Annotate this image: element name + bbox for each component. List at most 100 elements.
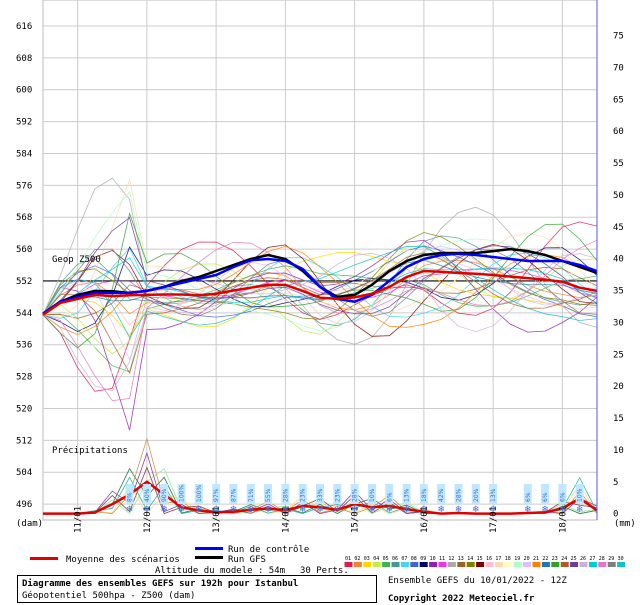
right-tick-label: 10 [613, 446, 624, 456]
snowflake-icon: ❄ [334, 505, 342, 515]
pert-swatch [382, 562, 391, 567]
member-line [42, 244, 598, 355]
copyright: Copyright 2022 Meteociel.fr [388, 593, 535, 604]
snow-prob-label: 90% [161, 488, 168, 502]
member-line [42, 268, 598, 316]
left-tick-label: 512 [16, 436, 32, 446]
pert-number: 10 [430, 556, 436, 562]
pert-swatch [400, 562, 409, 567]
snowflake-icon: ❄ [299, 505, 307, 515]
precipitation-lines [43, 437, 598, 515]
snow-prob-box [350, 484, 359, 504]
ensemble-members [42, 177, 598, 431]
snowflake-icon: ❄ [143, 505, 151, 515]
pert-swatch [588, 562, 597, 567]
snow-prob-box [419, 484, 428, 504]
pert-number: 06 [392, 556, 398, 562]
pert-swatch [476, 562, 485, 567]
series-line [42, 252, 598, 315]
snow-prob-label: 100% [196, 485, 203, 502]
pert-swatch [598, 562, 607, 567]
perts-label: 30 Perts. [300, 566, 349, 576]
pert-swatch [617, 562, 626, 567]
snow-prob-label: 23% [300, 488, 307, 502]
snowflake-icon: ❄ [437, 505, 445, 515]
member-line [42, 216, 598, 316]
main-series-lines [42, 247, 598, 316]
snowflake-icon: ❄ [195, 505, 203, 515]
pert-number: 29 [608, 556, 614, 562]
snow-prob-label: 18% [421, 488, 428, 502]
left-tick-label: 552 [16, 277, 32, 287]
member-line [42, 252, 598, 375]
left-tick-label: 504 [16, 468, 32, 478]
snowflake-icon: ❄ [420, 505, 428, 515]
snow-prob-label: 40% [144, 488, 151, 502]
pert-swatch [466, 562, 475, 567]
snow-prob-box [246, 484, 255, 504]
x-tick-label: 17/01 [489, 506, 499, 533]
pert-swatch [532, 562, 541, 567]
left-tick-label: 592 [16, 118, 32, 128]
pert-swatch [541, 562, 550, 567]
ensemble-info: Ensemble GEFS du 10/01/2022 - 12Z [388, 576, 567, 586]
precip-label: Précipitations [52, 445, 128, 456]
legend-mean-label: Moyenne des scénarios [66, 554, 180, 565]
left-tick-label: 544 [16, 309, 32, 319]
pert-number: 14 [467, 556, 473, 562]
snowflake-icon: ❄ [576, 505, 584, 515]
pert-swatch [494, 562, 503, 567]
member-line [42, 252, 598, 392]
snow-prob-label: 71% [248, 488, 255, 502]
snow-prob-box [575, 484, 584, 504]
pert-number: 17 [495, 556, 501, 562]
pert-swatch [457, 562, 466, 567]
right-tick-label: 55 [613, 159, 624, 169]
pert-swatch [579, 562, 588, 567]
left-tick-label: 608 [16, 54, 32, 64]
pert-number: 24 [561, 556, 567, 562]
pert-number: 16 [486, 556, 492, 562]
snow-prob-box [160, 484, 169, 504]
legend-control-swatch [195, 547, 223, 550]
pert-swatch [607, 562, 616, 567]
snow-prob-box [454, 484, 463, 504]
snow-prob-box [385, 484, 394, 504]
x-tick-label: 15/01 [351, 506, 361, 533]
snow-prob-box [125, 484, 134, 504]
snowflake-icon: ❄ [126, 505, 134, 515]
right-tick-label: 45 [613, 223, 624, 233]
member-line [42, 190, 598, 332]
snow-prob-box [229, 484, 238, 504]
snow-prob-label: 6% [386, 492, 393, 502]
geop-ref-label: Geop Z500 [52, 255, 101, 265]
pert-swatch [372, 562, 381, 567]
pert-number: 09 [420, 556, 426, 562]
snowflake-icon: ❄ [455, 505, 463, 515]
precip-mean-line [43, 480, 598, 515]
pert-swatch [504, 562, 513, 567]
pert-swatch [363, 562, 372, 567]
pert-number: 12 [448, 556, 454, 562]
legend-gfs-label: Run GFS [228, 555, 266, 565]
chart-axes: 4965045125205285365445525605685765845926… [16, 0, 624, 533]
snow-prob-box [471, 484, 480, 504]
left-tick-label: 584 [16, 149, 32, 159]
snowflake-icon: ❄ [178, 505, 186, 515]
snow-prob-label: 6% [542, 492, 549, 502]
member-line [42, 243, 598, 337]
right-tick-label: 60 [613, 127, 624, 137]
pert-number: 25 [571, 556, 577, 562]
snow-prob-label: 87% [230, 488, 237, 502]
x-tick-label: 16/01 [420, 506, 430, 533]
pert-number: 07 [401, 556, 407, 562]
pert-swatch [513, 562, 522, 567]
pert-number: 01 [345, 556, 351, 562]
snow-prob-box [316, 484, 324, 504]
pert-swatch [344, 562, 353, 567]
pert-number: 28 [599, 556, 605, 562]
snow-prob-label: 8% [127, 492, 134, 502]
left-tick-label: 616 [16, 22, 32, 32]
title-box: Diagramme des ensembles GEFS sur 192h po… [17, 575, 377, 603]
right-tick-label: 30 [613, 318, 624, 328]
